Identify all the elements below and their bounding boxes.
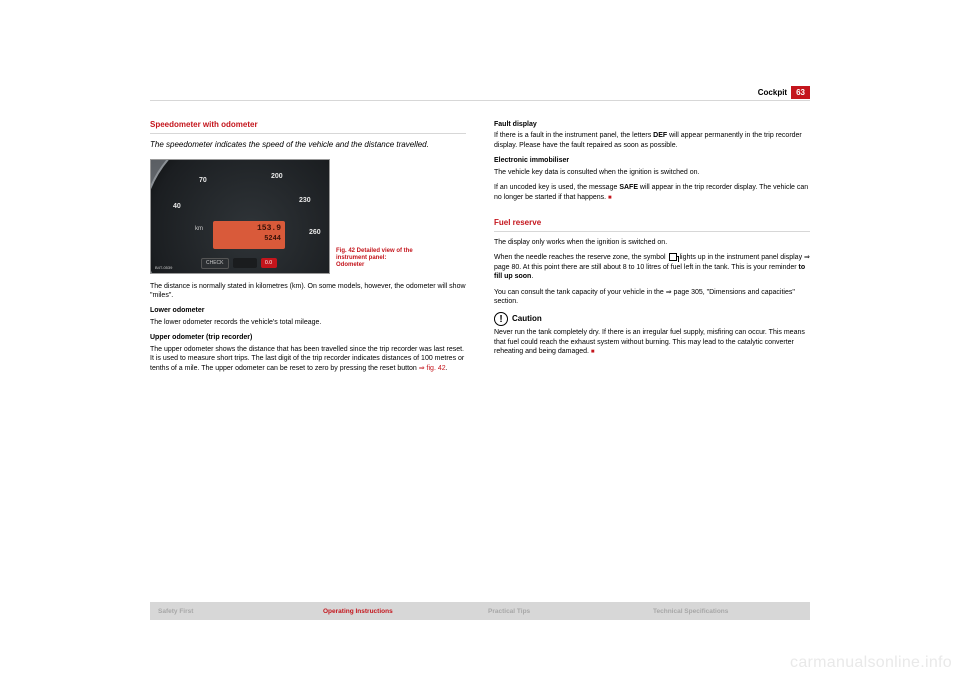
caution-text: Never run the tank completely dry. If th… — [494, 328, 810, 356]
fuel-reserve-heading: Fuel reserve — [494, 218, 810, 229]
odometer-figure: 40 70 200 230 260 km 153.9 5244 CHECK 0.… — [150, 159, 330, 274]
end-marker: ■ — [608, 195, 612, 201]
heading-rule — [150, 133, 466, 134]
page-number: 63 — [791, 86, 810, 99]
upper-text-b: . — [446, 365, 448, 372]
fuel-2a: When the needle reaches the reserve zone… — [494, 254, 668, 261]
end-marker-2: ■ — [591, 349, 595, 355]
trip-value: 153.9 — [257, 224, 281, 235]
tick-40: 40 — [173, 202, 181, 211]
section-name: Cockpit — [758, 88, 787, 97]
caution-body: Never run the tank completely dry. If th… — [494, 329, 805, 355]
tick-230: 230 — [299, 196, 311, 205]
footer-practical: Practical Tips — [480, 602, 645, 620]
intro-text: The speedometer indicates the speed of t… — [150, 140, 466, 151]
immobiliser-text-1: The vehicle key data is consulted when t… — [494, 168, 810, 177]
distance-paragraph: The distance is normally stated in kilom… — [150, 282, 466, 301]
immobiliser-text-2: If an uncoded key is used, the message S… — [494, 183, 810, 202]
footer-safety: Safety First — [150, 602, 315, 620]
button-row: CHECK 0.0 — [201, 258, 277, 269]
fig-link: ⇒ fig. 42 — [419, 365, 446, 372]
footer-operating: Operating Instructions — [315, 602, 480, 620]
page-header: Cockpit 63 — [758, 86, 810, 99]
photo-id: B4T-0539 — [155, 265, 172, 270]
tick-200: 200 — [271, 172, 283, 181]
check-button: CHECK — [201, 258, 229, 269]
spacer — [494, 208, 810, 218]
fault-a: If there is a fault in the instrument pa… — [494, 132, 653, 139]
watermark: carmanualsonline.info — [790, 654, 952, 672]
caution-row: ! Caution — [494, 312, 810, 326]
upper-text-a: The upper odometer shows the distance th… — [150, 346, 464, 372]
total-value: 5244 — [264, 235, 281, 244]
left-column: Speedometer with odometer The speedomete… — [150, 120, 466, 379]
top-rule — [150, 100, 810, 101]
fuel-rule — [494, 231, 810, 232]
fuel-pump-icon — [669, 253, 677, 261]
fuel-text-1: The display only works when the ignition… — [494, 238, 810, 247]
immo-a: If an uncoded key is used, the message — [494, 184, 619, 191]
upper-odometer-text: The upper odometer shows the distance th… — [150, 345, 466, 373]
right-column: Fault display If there is a fault in the… — [494, 120, 810, 379]
upper-odometer-heading: Upper odometer (trip recorder) — [150, 333, 466, 342]
km-label: km — [195, 225, 203, 233]
fault-display-text: If there is a fault in the instrument pa… — [494, 131, 810, 150]
fuel-text-3: You can consult the tank capacity of you… — [494, 288, 810, 307]
immobiliser-heading: Electronic immobiliser — [494, 156, 810, 165]
lower-odometer-text: The lower odometer records the vehicle's… — [150, 318, 466, 327]
def-label: DEF — [653, 132, 667, 139]
odometer-lcd: 153.9 5244 — [213, 221, 285, 249]
dark-button — [233, 258, 257, 268]
caution-icon: ! — [494, 312, 508, 326]
fuel-2c: . — [531, 273, 533, 280]
safe-label: SAFE — [619, 184, 638, 191]
tick-260: 260 — [309, 228, 321, 237]
fault-display-heading: Fault display — [494, 120, 810, 129]
caution-label: Caution — [512, 314, 542, 325]
tick-70: 70 — [199, 176, 207, 185]
footer-technical: Technical Specifications — [645, 602, 810, 620]
figure-wrap: 40 70 200 230 260 km 153.9 5244 CHECK 0.… — [150, 159, 466, 274]
heading-speedometer: Speedometer with odometer — [150, 120, 466, 131]
content-columns: Speedometer with odometer The speedomete… — [150, 120, 810, 379]
lower-odometer-heading: Lower odometer — [150, 306, 466, 315]
figure-caption: Fig. 42 Detailed view of the instrument … — [336, 248, 416, 274]
fuel-text-2: When the needle reaches the reserve zone… — [494, 253, 810, 281]
reset-button: 0.0 — [261, 258, 277, 268]
footer-tabs: Safety First Operating Instructions Prac… — [150, 602, 810, 620]
speedometer-dial — [150, 159, 330, 274]
manual-page: Cockpit 63 Speedometer with odometer The… — [150, 100, 810, 620]
